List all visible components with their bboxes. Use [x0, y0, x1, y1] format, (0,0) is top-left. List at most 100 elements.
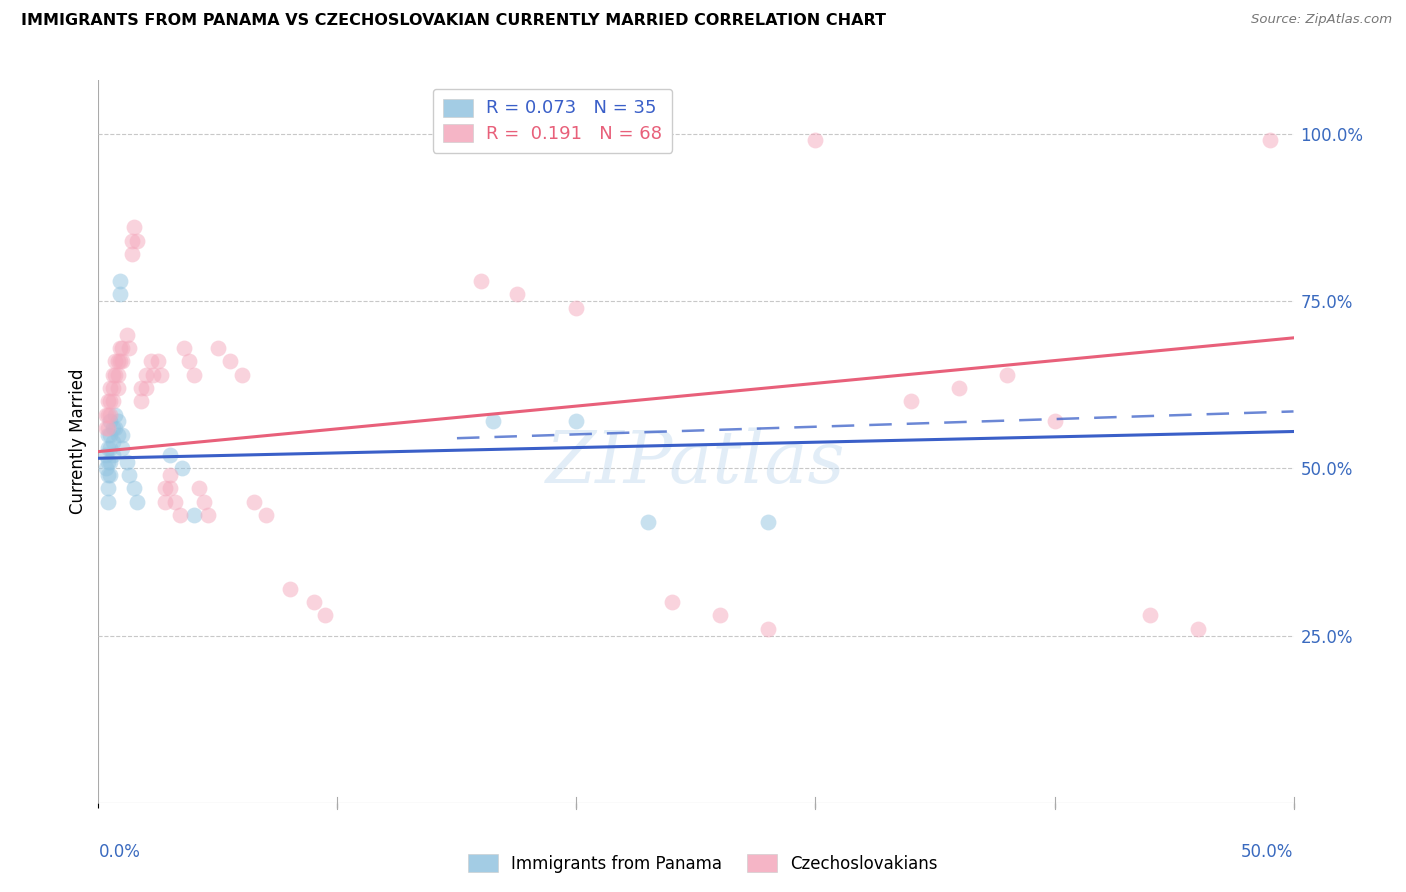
- Point: [254, 508, 277, 523]
- Point: [1187, 622, 1209, 636]
- Point: [97, 394, 120, 409]
- Point: [219, 354, 242, 368]
- Point: [98, 414, 122, 429]
- Point: [661, 595, 683, 609]
- Point: [101, 368, 124, 382]
- Point: [709, 608, 731, 623]
- Point: [104, 408, 127, 422]
- Point: [149, 368, 172, 382]
- Text: ZIPatlas: ZIPatlas: [546, 428, 846, 499]
- Point: [139, 354, 162, 368]
- Point: [243, 494, 266, 508]
- Point: [187, 482, 209, 496]
- Point: [148, 354, 170, 368]
- Point: [98, 381, 122, 395]
- Point: [111, 341, 134, 355]
- Point: [1258, 134, 1281, 148]
- Point: [1139, 608, 1161, 623]
- Point: [131, 381, 153, 395]
- Point: [193, 494, 215, 508]
- Point: [173, 341, 195, 355]
- Point: [98, 442, 122, 455]
- Point: [995, 368, 1018, 382]
- Point: [231, 368, 253, 382]
- Point: [315, 608, 337, 623]
- Point: [98, 455, 122, 469]
- Point: [169, 508, 191, 523]
- Text: IMMIGRANTS FROM PANAMA VS CZECHOSLOVAKIAN CURRENTLY MARRIED CORRELATION CHART: IMMIGRANTS FROM PANAMA VS CZECHOSLOVAKIA…: [21, 13, 886, 29]
- Point: [506, 287, 529, 301]
- Point: [155, 482, 177, 496]
- Point: [756, 622, 779, 636]
- Point: [121, 247, 143, 261]
- Point: [101, 421, 124, 435]
- Point: [94, 408, 117, 422]
- Point: [108, 287, 131, 301]
- Point: [94, 461, 117, 475]
- Point: [481, 414, 505, 429]
- Point: [111, 442, 134, 455]
- Point: [118, 467, 141, 482]
- Point: [115, 327, 138, 342]
- Point: [97, 427, 120, 442]
- Point: [107, 427, 129, 442]
- Point: [565, 414, 588, 429]
- Point: [108, 274, 131, 288]
- Point: [159, 467, 181, 482]
- Point: [94, 448, 117, 462]
- Point: [98, 467, 122, 482]
- Legend: R = 0.073   N = 35, R =  0.191   N = 68: R = 0.073 N = 35, R = 0.191 N = 68: [433, 88, 672, 153]
- Point: [108, 341, 131, 355]
- Point: [197, 508, 219, 523]
- Y-axis label: Currently Married: Currently Married: [69, 368, 87, 515]
- Point: [121, 234, 143, 248]
- Point: [98, 394, 122, 409]
- Point: [155, 494, 177, 508]
- Point: [101, 394, 124, 409]
- Point: [94, 421, 117, 435]
- Point: [97, 455, 120, 469]
- Point: [111, 354, 134, 368]
- Point: [104, 354, 127, 368]
- Legend: Immigrants from Panama, Czechoslovakians: Immigrants from Panama, Czechoslovakians: [461, 847, 945, 880]
- Point: [97, 442, 120, 455]
- Text: 0.0%: 0.0%: [98, 843, 141, 861]
- Point: [111, 427, 134, 442]
- Point: [207, 341, 229, 355]
- Point: [179, 354, 201, 368]
- Point: [107, 368, 129, 382]
- Point: [124, 482, 146, 496]
- Point: [565, 301, 588, 315]
- Point: [101, 434, 124, 449]
- Point: [108, 354, 131, 368]
- Point: [97, 494, 120, 508]
- Point: [107, 354, 129, 368]
- Point: [104, 421, 127, 435]
- Point: [756, 515, 779, 529]
- Point: [172, 461, 194, 475]
- Point: [104, 368, 127, 382]
- Point: [124, 220, 146, 235]
- Point: [97, 482, 120, 496]
- Point: [302, 595, 325, 609]
- Point: [183, 368, 205, 382]
- Point: [107, 381, 129, 395]
- Point: [948, 381, 970, 395]
- Point: [98, 427, 122, 442]
- Point: [131, 394, 153, 409]
- Point: [637, 515, 659, 529]
- Point: [125, 494, 148, 508]
- Point: [470, 274, 492, 288]
- Point: [97, 408, 120, 422]
- Point: [183, 508, 205, 523]
- Point: [142, 368, 165, 382]
- Point: [135, 368, 157, 382]
- Point: [98, 408, 122, 422]
- Point: [97, 421, 120, 435]
- Point: [159, 448, 181, 462]
- Point: [125, 234, 148, 248]
- Point: [163, 494, 186, 508]
- Text: Source: ZipAtlas.com: Source: ZipAtlas.com: [1251, 13, 1392, 27]
- Point: [1043, 414, 1066, 429]
- Text: 50.0%: 50.0%: [1241, 843, 1294, 861]
